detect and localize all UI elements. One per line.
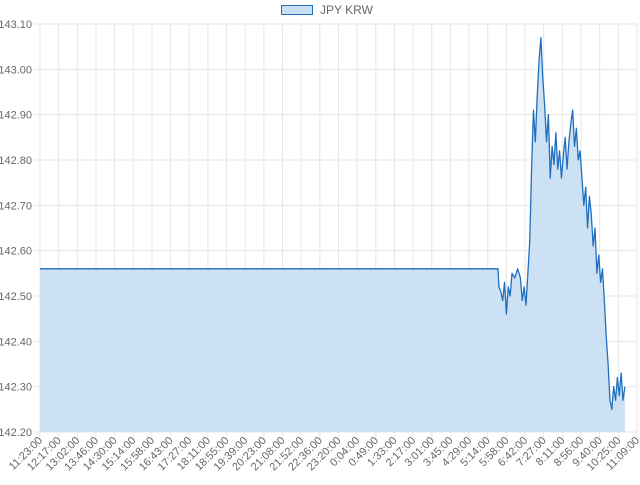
y-tick-label: 142.60 (0, 246, 32, 258)
y-tick-label: 142.90 (0, 110, 32, 122)
y-axis-ticks: 142.20 142.30 142.40 142.50 142.60 142.70 142.… (0, 19, 32, 439)
y-tick-label: 142.20 (0, 427, 32, 439)
y-tick-label: 142.70 (0, 200, 32, 212)
series-layer (40, 36, 626, 432)
y-tick-label: 143.00 (0, 64, 32, 76)
legend-swatch[interactable] (281, 5, 313, 15)
y-tick-label: 142.50 (0, 291, 32, 303)
series-area-fill (40, 37, 625, 432)
y-tick-label: 143.10 (0, 19, 32, 31)
y-tick-label: 142.30 (0, 382, 32, 394)
y-tick-label: 142.80 (0, 155, 32, 167)
series-line (40, 36, 626, 410)
legend-label[interactable]: JPY KRW (320, 3, 373, 17)
y-tick-label: 142.40 (0, 336, 32, 348)
x-axis-ticks: 11:23:0012:17:0013:02:0013:46:0014:30:00… (7, 435, 640, 474)
